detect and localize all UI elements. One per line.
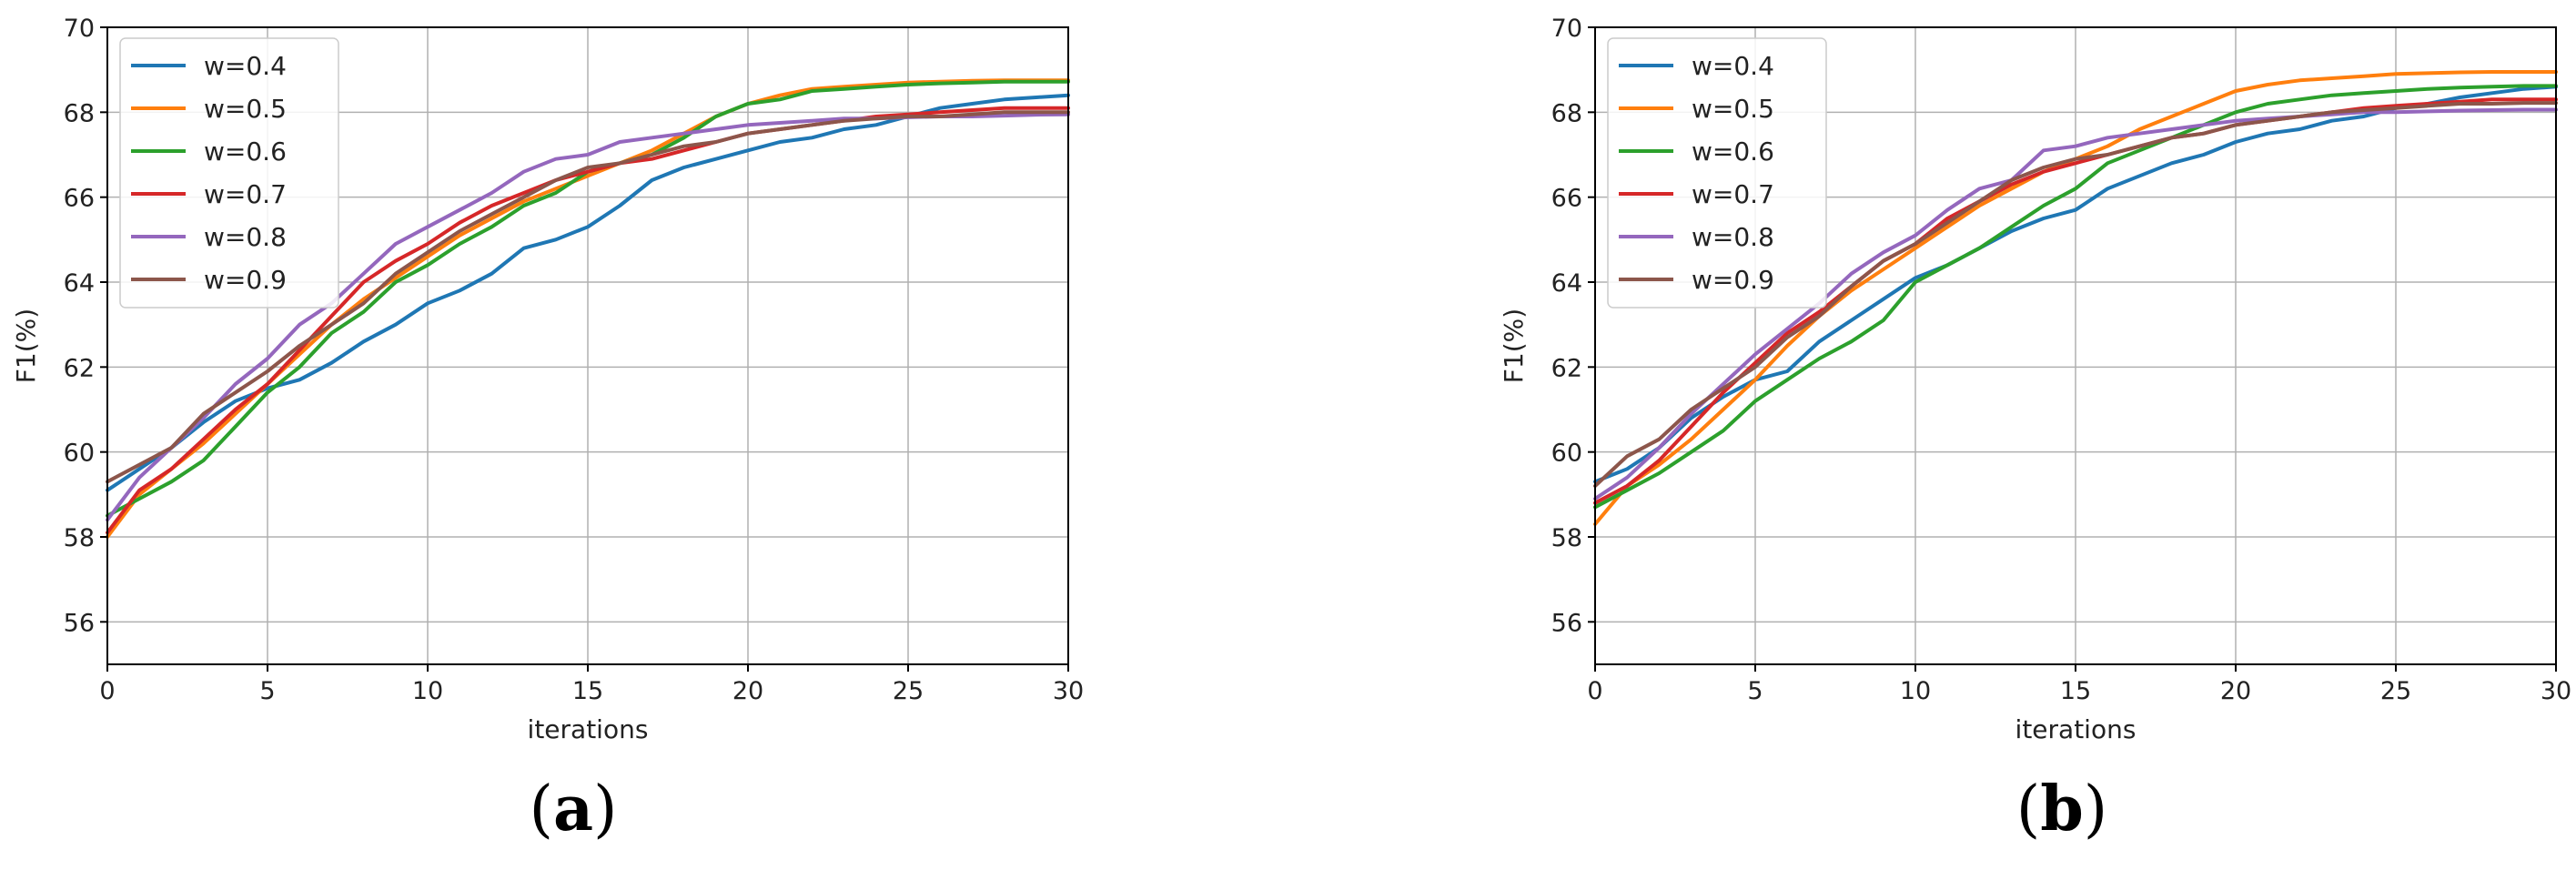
legend-label: w=0.9 [204, 265, 287, 295]
legend-label: w=0.9 [1692, 265, 1774, 295]
legend-box [119, 37, 339, 309]
x-tick-label: 30 [2541, 677, 2571, 705]
legend-label: w=0.5 [204, 94, 287, 124]
y-axis-label: F1(%) [11, 309, 41, 383]
y-tick-label: 68 [64, 99, 95, 127]
y-tick-label: 60 [1551, 440, 1582, 468]
panel-label-a: (a) [529, 773, 617, 845]
x-tick-label: 5 [259, 677, 275, 705]
x-tick-label: 15 [2060, 677, 2091, 705]
x-tick-label: 0 [99, 677, 115, 705]
legend-label: w=0.5 [1692, 94, 1774, 124]
series-line-w=0.7 [1593, 97, 2558, 505]
legend-label: w=0.4 [1692, 51, 1774, 81]
y-tick-label: 66 [64, 185, 95, 213]
y-tick-label: 56 [64, 609, 95, 637]
x-tick-label: 20 [732, 677, 763, 705]
y-tick-label: 66 [1551, 185, 1582, 213]
series-line-w=0.8 [1593, 107, 2558, 501]
legend-label: w=0.7 [1692, 179, 1774, 209]
y-tick-label: 62 [64, 354, 95, 382]
legend-label: w=0.7 [204, 179, 287, 209]
x-tick-label: 25 [2380, 677, 2411, 705]
y-tick-label: 58 [1551, 524, 1582, 552]
series-line-w=0.9 [106, 110, 1070, 484]
legend-box [1607, 37, 1827, 309]
x-tick-label: 30 [1053, 677, 1084, 705]
chart-panel-b: 0 5 10 15 20 25 30 56 58 60 62 64 66 68 70 iterations F1… [1499, 15, 2571, 744]
legend: w=0.4 w=0.5 w=0.6 w=0.7 w=0.8 w=0.9 [1607, 37, 1827, 309]
x-tick-label: 5 [1747, 677, 1763, 705]
legend-label: w=0.8 [204, 222, 287, 252]
legend-label: w=0.8 [1692, 222, 1774, 252]
y-tick-label: 70 [1551, 15, 1582, 43]
x-tick-label: 10 [412, 677, 443, 705]
x-tick-label: 10 [1900, 677, 1931, 705]
y-tick-label: 64 [1551, 269, 1582, 298]
y-axis-label: F1(%) [1499, 309, 1529, 383]
y-tick-label: 56 [1551, 609, 1582, 637]
y-tick-label: 70 [64, 15, 95, 43]
y-tick-label: 68 [1551, 99, 1582, 127]
x-axis-label: iterations [528, 714, 649, 744]
legend-label: w=0.4 [204, 51, 287, 81]
series-line-w=0.9 [1593, 101, 2558, 488]
panel-label-b: (b) [2016, 773, 2108, 845]
y-tick-label: 60 [64, 440, 95, 468]
x-tick-label: 15 [572, 677, 603, 705]
chart-panel-a: 0 5 10 15 20 25 30 56 58 60 62 64 66 68 70 iterations F1… [11, 15, 1084, 744]
y-tick-label: 64 [64, 269, 95, 298]
legend-label: w=0.6 [1692, 137, 1774, 167]
series-line-w=0.7 [106, 106, 1070, 535]
series-line-w=0.6 [1593, 84, 2558, 510]
y-tick-label: 58 [64, 524, 95, 552]
y-tick-label: 62 [1551, 354, 1582, 382]
x-axis-label: iterations [2015, 714, 2137, 744]
legend-label: w=0.6 [204, 137, 287, 167]
x-tick-label: 20 [2220, 677, 2251, 705]
legend: w=0.4 w=0.5 w=0.6 w=0.7 w=0.8 w=0.9 [119, 37, 339, 309]
x-tick-label: 25 [893, 677, 924, 705]
x-tick-label: 0 [1587, 677, 1602, 705]
